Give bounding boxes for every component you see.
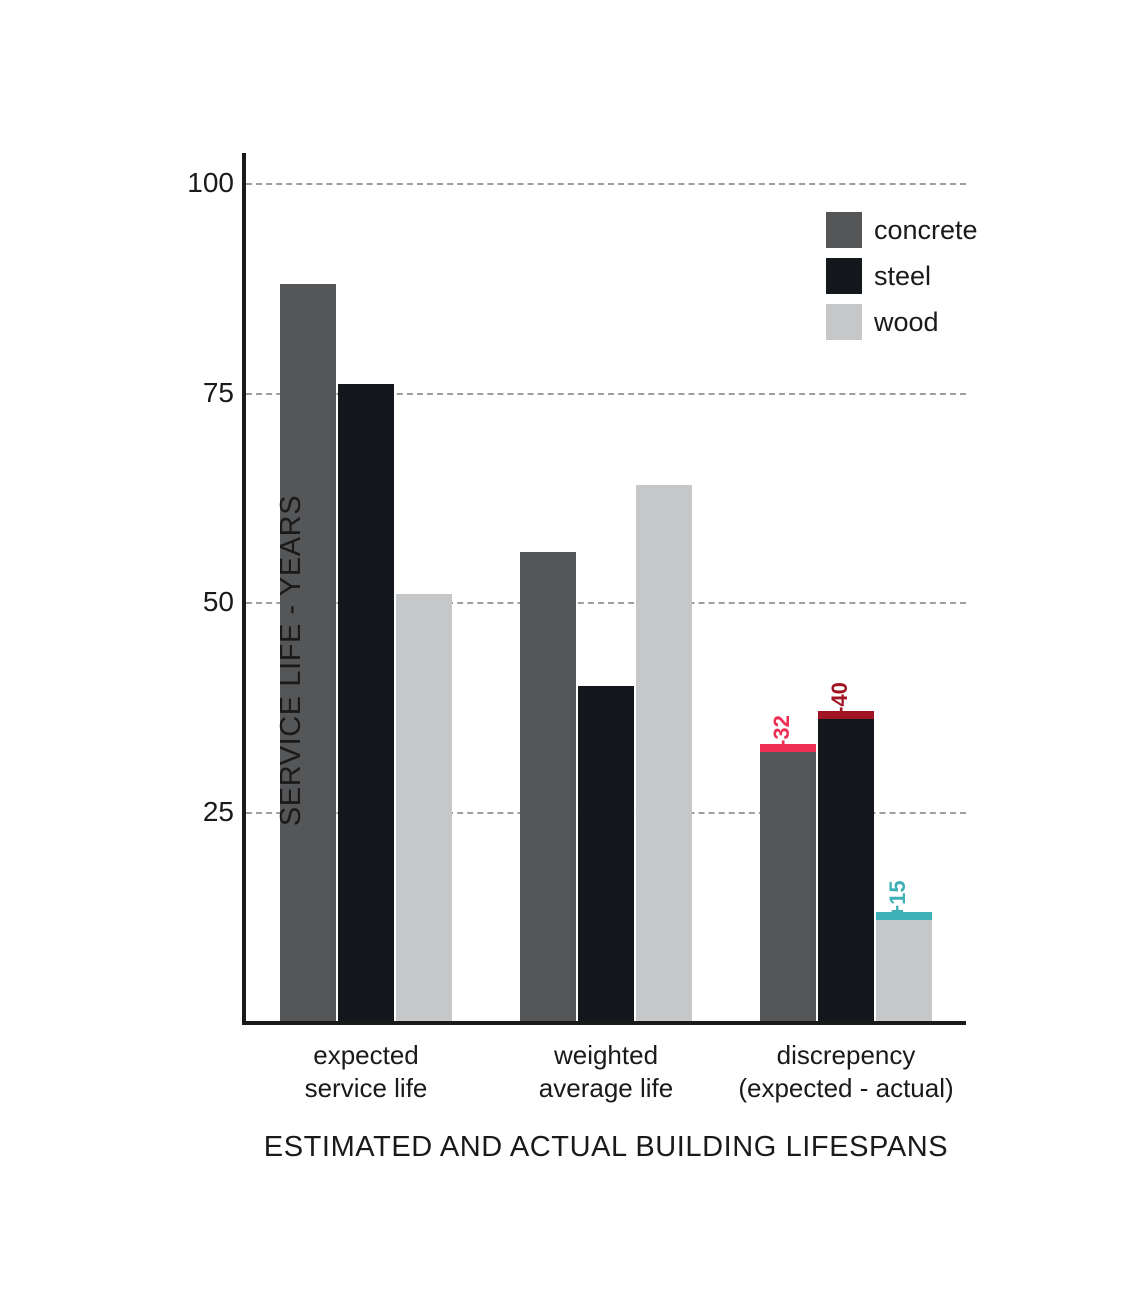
x-axis-title: ESTIMATED AND ACTUAL BUILDING LIFESPANS [246, 1131, 966, 1164]
legend-item-concrete: concrete [826, 212, 978, 248]
x-group-label-weighted: weighted average life [496, 1039, 716, 1104]
x-group-label-expected: expected service life [256, 1039, 476, 1104]
bar-weighted-concrete [520, 552, 576, 1021]
y-axis [242, 153, 246, 1025]
bar-discrepancy-steel: -40 [818, 711, 874, 1021]
bar-discrepancy-concrete: -32 [760, 744, 816, 1021]
y-tick-label: 25 [203, 796, 234, 828]
grid-line [246, 183, 966, 185]
legend-swatch [826, 258, 862, 294]
x-group-label-discrepancy: discrepency (expected - actual) [736, 1039, 956, 1104]
bar-cap-label: -40 [827, 682, 853, 714]
chart-canvas: 25 50 75 100 expected service life weighted a… [0, 0, 1140, 1309]
legend-swatch [826, 304, 862, 340]
x-axis [246, 1021, 966, 1025]
bar-cap-label: +15 [885, 880, 911, 917]
y-tick-label: 75 [203, 377, 234, 409]
y-axis-label: SERVICE LIFE - YEARS [275, 495, 308, 826]
legend-label: steel [874, 261, 931, 292]
bar-discrepancy-wood: +15 [876, 912, 932, 1021]
legend: concrete steel wood [826, 212, 978, 350]
legend-label: concrete [874, 215, 978, 246]
bar-weighted-steel [578, 686, 634, 1021]
legend-item-wood: wood [826, 304, 978, 340]
bar-expected-steel [338, 384, 394, 1021]
legend-swatch [826, 212, 862, 248]
y-tick-label: 50 [203, 586, 234, 618]
legend-label: wood [874, 307, 939, 338]
y-tick-label: 100 [187, 167, 234, 199]
bar-expected-wood [396, 594, 452, 1021]
bar-cap-label: -32 [769, 716, 795, 748]
bar-weighted-wood [636, 485, 692, 1021]
legend-item-steel: steel [826, 258, 978, 294]
